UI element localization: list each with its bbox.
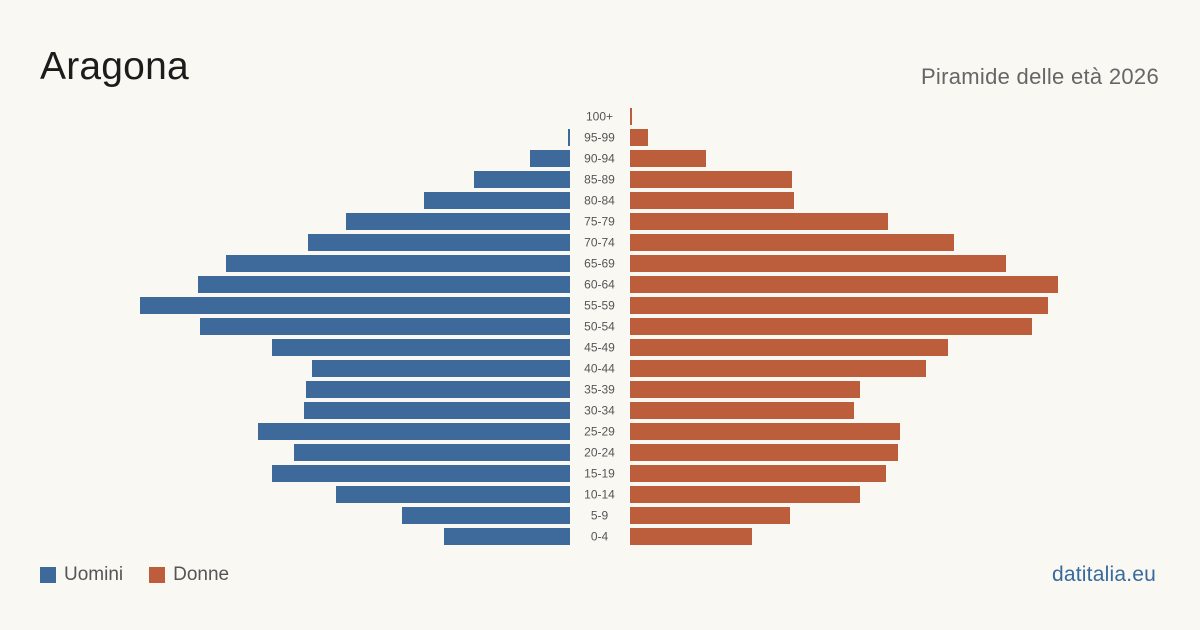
age-label-100-: 100+ [586,110,613,124]
bar-men-60-64 [198,276,570,293]
age-label-45-49: 45-49 [584,341,615,355]
bar-men-20-24 [294,444,570,461]
legend-label-women: Donne [173,564,230,585]
legend-label-men: Uomini [64,564,124,585]
bar-men-10-14 [336,486,570,503]
age-label-25-29: 25-29 [584,425,615,439]
bar-women-65-69 [630,255,1006,272]
bar-women-50-54 [630,318,1032,335]
chart-subtitle: Piramide delle età 2026 [920,64,1159,89]
age-label-30-34: 30-34 [584,404,615,418]
bar-women-75-79 [630,213,888,230]
bar-men-0-4 [444,528,570,545]
age-label-15-19: 15-19 [584,467,615,481]
bar-women-0-4 [630,528,752,545]
bar-men-80-84 [424,192,570,209]
bar-men-55-59 [140,297,570,314]
age-label-35-39: 35-39 [584,383,615,397]
age-label-85-89: 85-89 [584,173,615,187]
legend-swatch-women [149,567,166,583]
legend: Uomini Donne [40,564,255,586]
bar-women-35-39 [630,381,860,398]
age-label-90-94: 90-94 [584,152,615,166]
bar-men-75-79 [346,213,570,230]
age-label-70-74: 70-74 [584,236,615,250]
age-label-60-64: 60-64 [584,278,615,292]
age-label-75-79: 75-79 [584,215,615,229]
bar-men-65-69 [226,255,570,272]
brand-link[interactable]: datitalia.eu [1052,563,1156,586]
age-label-5-9: 5-9 [591,509,609,523]
page-title: Aragona [40,45,189,88]
bar-men-35-39 [306,381,570,398]
age-label-40-44: 40-44 [584,362,615,376]
bar-men-30-34 [304,402,570,419]
bar-women-5-9 [630,507,790,524]
bar-men-90-94 [530,150,570,167]
bar-women-60-64 [630,276,1058,293]
bar-women-30-34 [630,402,854,419]
bar-women-95-99 [630,129,648,146]
age-label-50-54: 50-54 [584,320,615,334]
bar-men-45-49 [272,339,570,356]
legend-item-women: Donne [149,564,229,586]
bar-women-80-84 [630,192,794,209]
bar-women-85-89 [630,171,792,188]
legend-item-men: Uomini [40,564,123,586]
bar-women-10-14 [630,486,860,503]
age-label-95-99: 95-99 [584,131,615,145]
age-label-55-59: 55-59 [584,299,615,313]
age-label-20-24: 20-24 [584,446,615,460]
bar-men-95-99 [568,129,570,146]
age-label-80-84: 80-84 [584,194,615,208]
legend-swatch-men [40,567,56,583]
bar-women-90-94 [630,150,706,167]
age-label-0-4: 0-4 [591,530,609,544]
age-label-65-69: 65-69 [584,257,615,271]
bar-men-5-9 [402,507,570,524]
bar-men-25-29 [258,423,570,440]
bar-men-50-54 [200,318,570,335]
bar-women-40-44 [630,360,926,377]
bar-men-70-74 [308,234,570,251]
bar-men-85-89 [474,171,570,188]
bar-women-70-74 [630,234,954,251]
bar-men-15-19 [272,465,570,482]
age-label-10-14: 10-14 [584,488,615,502]
bar-women-45-49 [630,339,948,356]
bar-women-15-19 [630,465,886,482]
bar-men-40-44 [312,360,570,377]
bar-women-100- [630,108,632,125]
bar-women-25-29 [630,423,900,440]
bar-women-55-59 [630,297,1048,314]
bar-women-20-24 [630,444,898,461]
